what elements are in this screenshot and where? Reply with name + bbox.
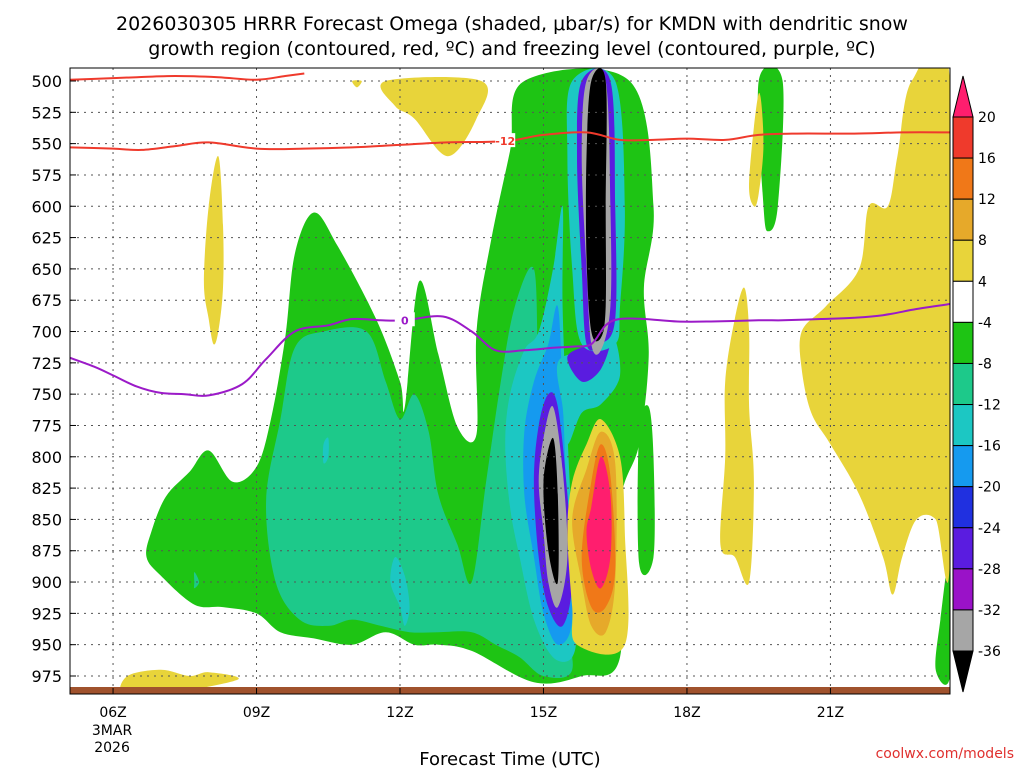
colorbar-swatch xyxy=(952,486,974,529)
omega-region xyxy=(799,68,950,595)
y-tick-label: 825 xyxy=(31,479,62,498)
y-tick-label: 600 xyxy=(31,197,62,216)
colorbar-label: -24 xyxy=(978,521,1001,537)
y-tick-label: 875 xyxy=(31,542,62,561)
colorbar-swatch xyxy=(952,157,974,200)
colorbar-label: -20 xyxy=(978,480,1001,496)
x-tick-label: 09Z xyxy=(243,705,270,721)
contour-label-bg xyxy=(495,133,516,148)
omega-region xyxy=(637,405,655,576)
omega-region xyxy=(585,68,607,342)
y-tick-label: 625 xyxy=(31,229,62,248)
contour-line xyxy=(70,303,950,397)
colorbar-label: -28 xyxy=(978,562,1001,578)
omega-region xyxy=(720,287,754,586)
colorbar-swatch xyxy=(952,527,974,570)
colorbar-swatch xyxy=(952,609,974,652)
colorbar-swatch xyxy=(952,280,974,323)
y-axis: 500 525 550 575 600 625 650 675 700 725 750 775 800 8… xyxy=(31,72,76,686)
colorbar-label: -32 xyxy=(978,603,1001,619)
x-tick-sublabel: 3MAR xyxy=(92,723,133,739)
y-tick-label: 975 xyxy=(31,667,62,686)
y-tick-label: 550 xyxy=(31,135,62,154)
colorbar-swatch xyxy=(952,568,974,611)
plot-area: -12 0 xyxy=(70,68,950,694)
omega-region xyxy=(926,77,941,107)
omega-region xyxy=(935,555,950,685)
y-tick-label: 700 xyxy=(31,323,62,342)
omega-region xyxy=(543,437,559,585)
omega-region xyxy=(322,437,329,464)
colorbar-label: -4 xyxy=(978,315,992,331)
chart-title-line-1: 2026030305 HRRR Forecast Omega (shaded, … xyxy=(116,13,908,35)
colorbar-swatch xyxy=(952,198,974,241)
x-tick-label: 18Z xyxy=(673,705,700,721)
omega-shading-layer xyxy=(119,68,950,694)
y-tick-label: 725 xyxy=(31,354,62,373)
contour-line xyxy=(70,131,950,151)
contour-layer: -12 0 xyxy=(70,72,950,397)
colorbar-label: 8 xyxy=(978,233,987,249)
y-tick-label: 750 xyxy=(31,385,62,404)
omega-region xyxy=(586,456,612,589)
omega-region xyxy=(203,155,224,345)
colorbar-max-triangle xyxy=(952,75,974,118)
colorbar-swatch xyxy=(952,239,974,282)
plot-frame xyxy=(69,67,951,695)
x-axis-label: Forecast Time (UTC) xyxy=(419,749,600,768)
colorbar-label: 4 xyxy=(978,274,987,290)
contour-label: -12 xyxy=(495,135,515,148)
ground-strip xyxy=(70,687,950,694)
colorbar-min-triangle xyxy=(952,650,974,693)
colorbar-label: -12 xyxy=(978,398,1001,414)
colorbar-label: 20 xyxy=(978,110,996,126)
omega-region xyxy=(757,68,784,232)
omega-region xyxy=(352,80,362,88)
y-tick-label: 525 xyxy=(31,103,62,122)
y-tick-label: 500 xyxy=(31,72,62,91)
omega-region xyxy=(380,77,489,157)
contour-label: 0 xyxy=(401,314,409,327)
y-tick-label: 850 xyxy=(31,510,62,529)
contour-label-bg xyxy=(394,312,415,327)
x-tick-label: 15Z xyxy=(530,705,557,721)
y-tick-label: 950 xyxy=(31,636,62,655)
credit-label: coolwx.com/models xyxy=(876,746,1014,762)
colorbar-label: -8 xyxy=(978,356,992,372)
y-tick-label: 800 xyxy=(31,448,62,467)
omega-region xyxy=(193,572,200,589)
colorbar-label: -16 xyxy=(978,439,1001,455)
colorbar-swatch xyxy=(952,445,974,488)
y-tick-label: 675 xyxy=(31,291,62,310)
colorbar-label: 16 xyxy=(978,151,996,167)
omega-region xyxy=(748,92,764,207)
x-tick-label: 12Z xyxy=(386,705,413,721)
colorbar-label: -36 xyxy=(978,644,1001,660)
colorbar-swatch xyxy=(952,321,974,364)
x-tick-label: 21Z xyxy=(817,705,844,721)
x-tick-sublabel: 2026 xyxy=(94,740,130,756)
colorbar-swatch xyxy=(952,362,974,406)
colorbar-label: 12 xyxy=(978,192,996,208)
colorbar-swatch xyxy=(952,116,974,159)
x-tick-label: 06Z xyxy=(99,705,126,721)
chart-title-line-2: growth region (contoured, red, ºC) and f… xyxy=(148,38,875,60)
omega-region xyxy=(390,556,410,626)
y-tick-label: 925 xyxy=(31,604,62,623)
y-tick-label: 575 xyxy=(31,166,62,185)
y-tick-label: 775 xyxy=(31,416,62,435)
omega-region xyxy=(266,266,573,679)
colorbar-swatch xyxy=(952,404,974,447)
y-tick-label: 900 xyxy=(31,573,62,592)
y-tick-label: 650 xyxy=(31,260,62,279)
colorbar: 20 16 12 8 4 -4 -8 -12 -16 -20 -24 -28 -32 -36 xyxy=(952,75,1001,693)
contour-line xyxy=(70,72,305,81)
